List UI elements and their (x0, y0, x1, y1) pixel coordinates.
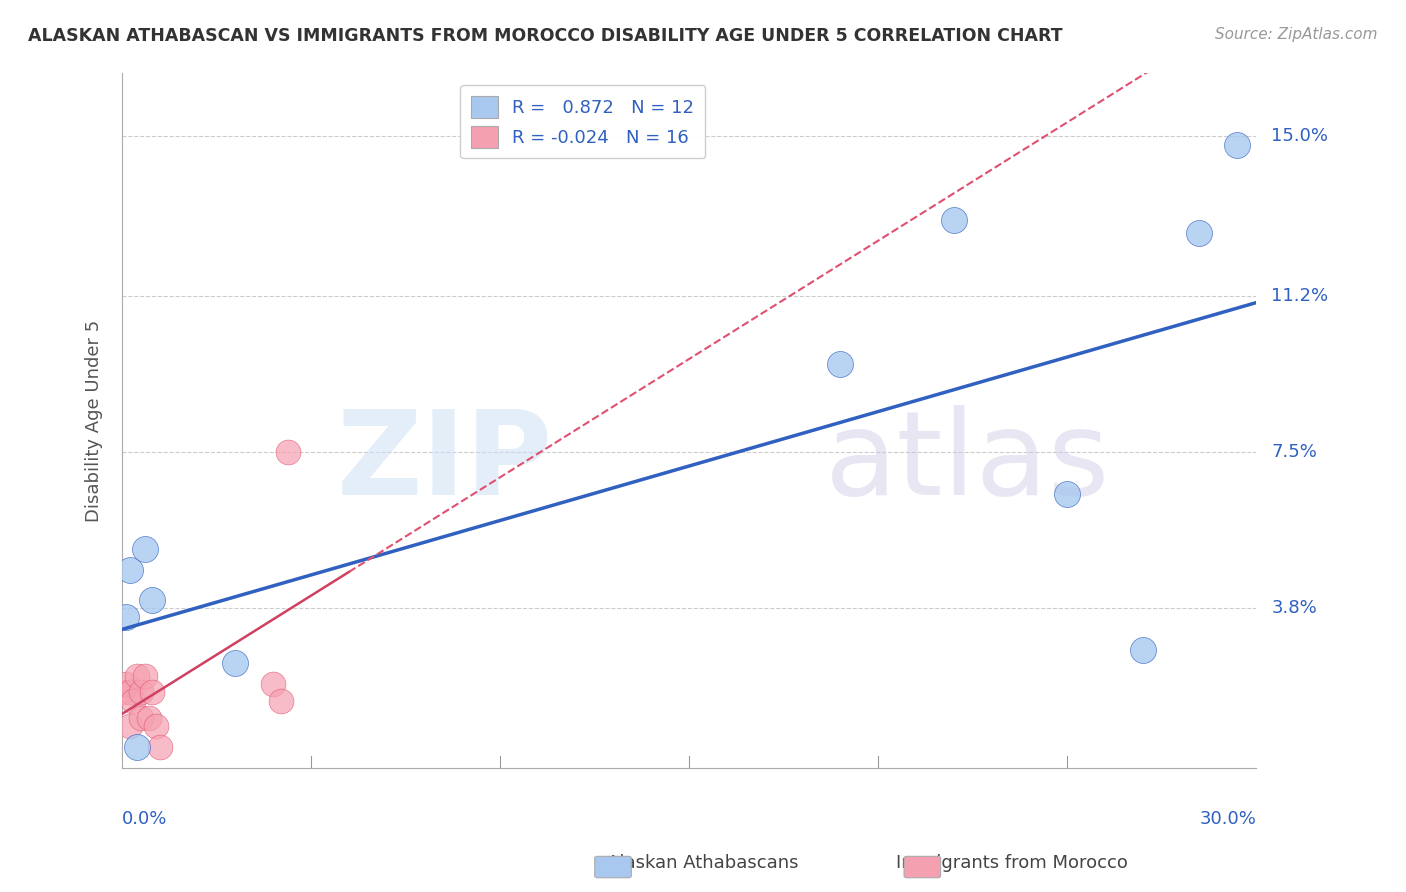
Point (277, 445, 299, 459)
Point (149, 740, 172, 755)
Point (942, 213, 965, 227)
Point (270, 694, 292, 708)
Point (830, 357, 852, 371)
Point (1226, 137, 1249, 152)
Point (224, 656, 246, 670)
Legend: R =   0.872   N = 12, R = -0.024   N = 16: R = 0.872 N = 12, R = -0.024 N = 16 (460, 86, 706, 159)
Point (141, 592, 163, 607)
Text: Immigrants from Morocco: Immigrants from Morocco (897, 855, 1128, 872)
Point (114, 677, 136, 691)
Y-axis label: Disability Age Under 5: Disability Age Under 5 (86, 319, 103, 522)
Point (114, 609, 136, 624)
Point (118, 719, 141, 733)
Text: Alaskan Athabascans: Alaskan Athabascans (607, 855, 799, 872)
Point (127, 668, 149, 682)
Text: Source: ZipAtlas.com: Source: ZipAtlas.com (1215, 27, 1378, 42)
Text: ALASKAN ATHABASCAN VS IMMIGRANTS FROM MOROCCO DISABILITY AGE UNDER 5 CORRELATION: ALASKAN ATHABASCAN VS IMMIGRANTS FROM MO… (28, 27, 1063, 45)
Point (129, 685, 152, 699)
Text: 11.2%: 11.2% (1271, 287, 1329, 305)
Point (1056, 487, 1078, 501)
Point (1132, 643, 1154, 657)
Text: 30.0%: 30.0% (1199, 811, 1256, 829)
Point (141, 685, 163, 699)
Point (145, 719, 167, 733)
Point (118, 563, 141, 577)
Point (138, 711, 160, 725)
Text: 0.0%: 0.0% (122, 811, 167, 829)
Text: atlas: atlas (825, 405, 1111, 520)
Point (127, 740, 149, 755)
Text: 3.8%: 3.8% (1271, 599, 1317, 617)
Text: ZIP: ZIP (337, 405, 553, 520)
Point (134, 542, 156, 557)
Text: 7.5%: 7.5% (1271, 443, 1317, 461)
Point (118, 685, 141, 699)
Point (122, 694, 145, 708)
Point (134, 668, 156, 682)
Point (262, 677, 284, 691)
Text: 15.0%: 15.0% (1271, 128, 1329, 145)
Point (1188, 226, 1211, 240)
Point (111, 685, 134, 699)
Point (129, 711, 152, 725)
